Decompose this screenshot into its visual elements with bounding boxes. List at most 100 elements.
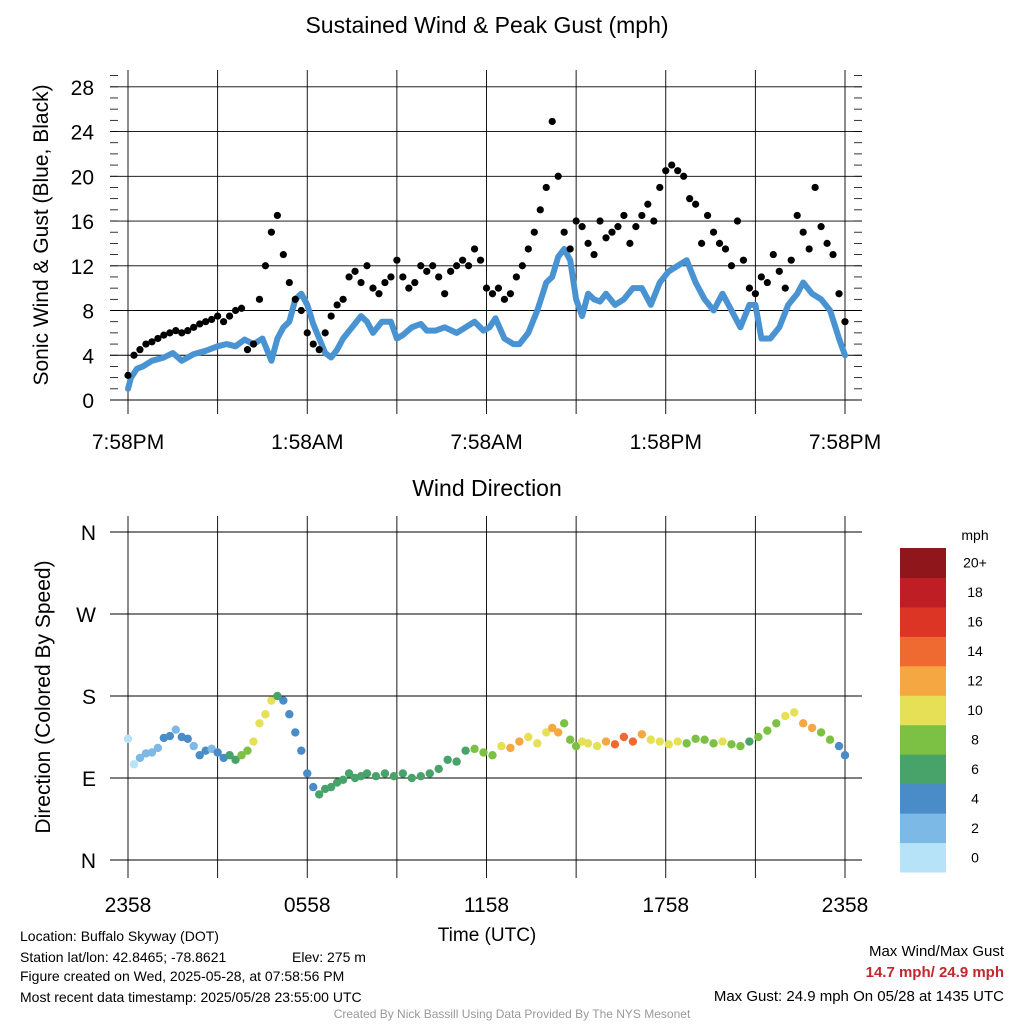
direction-point bbox=[267, 696, 276, 705]
direction-point bbox=[213, 748, 222, 757]
gust-point bbox=[638, 211, 646, 220]
gust-point bbox=[148, 338, 156, 346]
gust-point bbox=[214, 312, 222, 320]
gust-point bbox=[698, 239, 706, 247]
gust-point bbox=[530, 228, 538, 236]
gust-point bbox=[435, 273, 443, 281]
gust-point bbox=[291, 295, 299, 303]
direction-point bbox=[231, 755, 240, 764]
direction-point bbox=[255, 719, 264, 728]
x-tick-label: 1758 bbox=[642, 894, 689, 917]
gust-point bbox=[375, 290, 383, 298]
gust-point bbox=[249, 340, 258, 348]
direction-point bbox=[628, 737, 638, 746]
direction-point bbox=[425, 769, 434, 778]
direction-point bbox=[610, 740, 620, 749]
gust-point bbox=[650, 217, 658, 225]
direction-point bbox=[524, 732, 533, 742]
gust-point bbox=[632, 223, 640, 231]
y-tick-label: 12 bbox=[71, 256, 94, 279]
y-tick-label: N bbox=[81, 522, 96, 545]
gust-point bbox=[620, 211, 628, 220]
gust-point bbox=[399, 273, 407, 281]
gust-point bbox=[781, 284, 789, 292]
gust-point bbox=[411, 278, 419, 287]
gust-point bbox=[644, 200, 652, 208]
sustained-wind-line bbox=[125, 246, 848, 392]
direction-point bbox=[303, 769, 312, 778]
direction-point bbox=[416, 771, 425, 781]
x-tick-label: 7:58PM bbox=[92, 431, 164, 454]
direction-point bbox=[344, 769, 354, 778]
gust-point bbox=[709, 228, 718, 236]
direction-point bbox=[398, 769, 408, 778]
direction-point bbox=[297, 746, 306, 755]
x-tick-label: 1:58AM bbox=[271, 431, 343, 454]
gust-point bbox=[662, 167, 670, 175]
direction-point bbox=[171, 725, 180, 734]
gust-point bbox=[614, 223, 622, 231]
gust-point bbox=[130, 351, 138, 359]
gust-point bbox=[757, 273, 765, 281]
gust-point bbox=[393, 256, 401, 264]
direction-point bbox=[326, 782, 336, 792]
direction-point bbox=[798, 719, 808, 728]
colorbar-swatch bbox=[900, 577, 946, 608]
gust-point bbox=[506, 290, 514, 298]
direction-point bbox=[559, 719, 569, 728]
gust-point bbox=[423, 267, 431, 275]
colorbar-title: mph bbox=[961, 527, 988, 543]
y-tick-label: 0 bbox=[82, 390, 94, 413]
gust-point bbox=[476, 256, 485, 264]
direction-point bbox=[285, 710, 294, 719]
gust-point bbox=[303, 329, 311, 337]
gust-point bbox=[160, 331, 168, 339]
colorbar-swatch bbox=[900, 754, 946, 785]
gust-point bbox=[823, 239, 831, 247]
direction-point bbox=[273, 691, 282, 701]
gust-point bbox=[441, 290, 449, 298]
direction-point bbox=[592, 741, 602, 751]
y-axis-label: Direction (Colored By Speed) bbox=[32, 560, 55, 833]
gust-point bbox=[405, 284, 413, 292]
direction-point bbox=[736, 741, 745, 751]
gust-point bbox=[608, 228, 616, 236]
colorbar-label: 16 bbox=[967, 614, 983, 630]
direction-point bbox=[183, 734, 192, 744]
direction-point bbox=[506, 743, 515, 753]
gust-point bbox=[739, 256, 748, 264]
colorbar-swatch bbox=[900, 636, 946, 667]
gust-point bbox=[255, 295, 264, 303]
direction-point bbox=[407, 773, 417, 783]
gust-point bbox=[554, 172, 562, 180]
gust-point bbox=[345, 273, 353, 281]
colorbar-label: 2 bbox=[971, 820, 979, 836]
direction-point bbox=[261, 710, 270, 719]
y-tick-label: E bbox=[82, 768, 96, 791]
direction-point bbox=[443, 755, 452, 764]
gust-point bbox=[590, 250, 598, 259]
gust-point bbox=[727, 262, 736, 270]
direction-point bbox=[243, 746, 252, 755]
direction-point bbox=[834, 741, 844, 751]
gust-point bbox=[686, 195, 694, 203]
gust-point bbox=[829, 250, 837, 259]
gust-point bbox=[297, 306, 305, 315]
direction-point bbox=[249, 737, 258, 746]
direction-point bbox=[637, 730, 647, 739]
direction-point bbox=[655, 737, 664, 746]
x-axis-label: Time (UTC) bbox=[438, 925, 537, 946]
gust-point bbox=[811, 183, 819, 192]
colorbar-label: 18 bbox=[967, 584, 983, 600]
direction-point bbox=[479, 748, 488, 757]
direction-point bbox=[691, 734, 700, 744]
gust-point bbox=[166, 329, 174, 337]
y-tick-label: 20 bbox=[71, 166, 94, 189]
gust-point bbox=[273, 211, 281, 220]
max-wind-values: 14.7 mph/ 24.9 mph bbox=[865, 964, 1004, 981]
direction-point bbox=[315, 790, 324, 799]
direction-point bbox=[542, 728, 551, 737]
gust-point bbox=[566, 245, 574, 253]
direction-point bbox=[571, 741, 581, 751]
